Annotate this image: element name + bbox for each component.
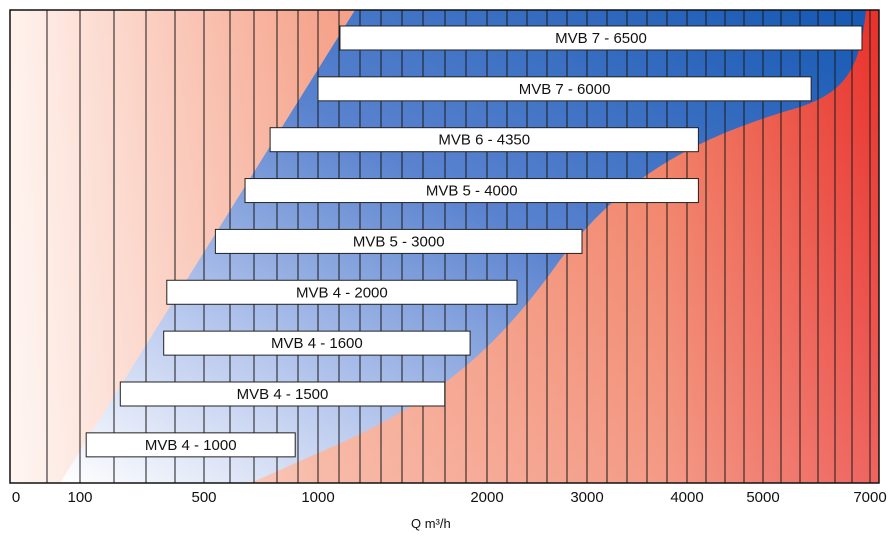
range-bar-label: MVB 4 - 2000 bbox=[296, 284, 388, 301]
x-tick-label: 4000 bbox=[670, 489, 703, 506]
x-tick-labels: 0 100 500 1000 2000 3000 4000 5000 7000 bbox=[12, 489, 887, 506]
range-bar-label: MVB 5 - 3000 bbox=[353, 233, 445, 250]
range-bar-label: MVB 7 - 6500 bbox=[555, 30, 647, 47]
range-bar: MVB 4 - 2000 bbox=[166, 279, 518, 305]
range-bar: MVB 5 - 3000 bbox=[214, 228, 583, 254]
x-tick-label: 0 bbox=[12, 489, 20, 506]
range-bar-rect bbox=[166, 279, 518, 305]
range-bar-label: MVB 5 - 4000 bbox=[426, 183, 518, 200]
x-tick-label: 7000 bbox=[853, 489, 886, 506]
range-bar-rect bbox=[163, 330, 471, 356]
bars: MVB 4 - 1000 MVB 4 - 1500 MVB 4 - 1600 MVB … bbox=[85, 25, 863, 458]
range-bar-label: MVB 4 - 1500 bbox=[237, 386, 329, 403]
range-bar: MVB 7 - 6000 bbox=[317, 76, 812, 102]
range-bar-rect bbox=[269, 127, 699, 153]
range-bar-rect bbox=[214, 228, 583, 254]
x-tick-label: 3000 bbox=[570, 489, 603, 506]
x-tick-label: 5000 bbox=[746, 489, 779, 506]
range-bar-label: MVB 7 - 6000 bbox=[519, 81, 611, 98]
range-bar-label: MVB 6 - 4350 bbox=[438, 132, 530, 149]
range-bar-rect bbox=[339, 25, 863, 51]
x-tick-label: 2000 bbox=[470, 489, 503, 506]
range-bar: MVB 5 - 4000 bbox=[244, 178, 699, 204]
range-bar: MVB 7 - 6500 bbox=[339, 25, 863, 51]
x-axis-title: Q m³/h bbox=[411, 516, 451, 531]
range-bar-rect bbox=[317, 76, 812, 102]
range-bar: MVB 4 - 1000 bbox=[85, 432, 296, 458]
range-bar-label: MVB 4 - 1600 bbox=[271, 335, 363, 352]
x-tick-label: 100 bbox=[67, 489, 92, 506]
range-bar-label: MVB 4 - 1000 bbox=[145, 437, 237, 454]
x-tick-label: 500 bbox=[191, 489, 216, 506]
range-bar-rect bbox=[244, 178, 699, 204]
range-bar: MVB 4 - 1500 bbox=[119, 381, 446, 407]
range-bar-rect bbox=[85, 432, 296, 458]
range-bar: MVB 4 - 1600 bbox=[163, 330, 471, 356]
plot-border bbox=[9, 9, 880, 484]
range-bar-rect bbox=[119, 381, 446, 407]
x-tick-label: 1000 bbox=[301, 489, 334, 506]
range-bar: MVB 6 - 4350 bbox=[269, 127, 699, 153]
